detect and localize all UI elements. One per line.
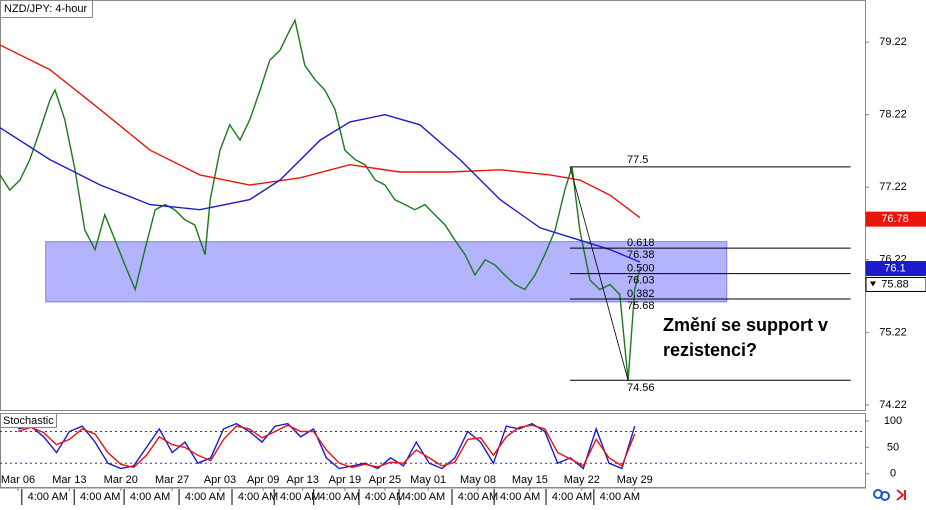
price-tag bbox=[865, 211, 926, 227]
price-tag-label: 76.78 bbox=[881, 213, 909, 225]
y-tick-label: 78.22 bbox=[879, 109, 907, 121]
annotation: Změní se support v bbox=[663, 315, 828, 335]
y-tick-label: 0 bbox=[890, 468, 896, 480]
series-line bbox=[0, 18, 641, 381]
x-time-label: 4:00 AM bbox=[280, 491, 320, 503]
x-tick-label: May 08 bbox=[460, 474, 496, 486]
x-tick-label: May 22 bbox=[564, 474, 600, 486]
y-tick-label: 74.22 bbox=[879, 399, 907, 411]
y-tick-label: 50 bbox=[887, 441, 899, 453]
fib-level-price: 75.68 bbox=[627, 300, 655, 312]
y-tick-label: 75.22 bbox=[879, 326, 907, 338]
fib-level-price: 76.03 bbox=[627, 274, 655, 286]
x-time-label: 4:00 AM bbox=[320, 491, 360, 503]
series-line bbox=[17, 424, 636, 469]
x-tick-label: Apr 25 bbox=[369, 474, 401, 486]
x-tick-label: Apr 09 bbox=[247, 474, 279, 486]
title-box bbox=[0, 0, 93, 18]
fib-price-label: 74.56 bbox=[627, 382, 655, 394]
stoch-title-box bbox=[0, 413, 57, 428]
x-time-label: 4:00 AM bbox=[130, 491, 170, 503]
y-tick-label: 79.22 bbox=[879, 36, 907, 48]
fib-ratio: 0.382 bbox=[627, 288, 655, 300]
stoch-title: Stochastic bbox=[3, 415, 54, 427]
x-time-label: 4:00 AM bbox=[238, 491, 278, 503]
fib-ratio: 0.500 bbox=[627, 262, 655, 274]
y-tick-label: 100 bbox=[884, 415, 902, 427]
x-tick-label: Mar 27 bbox=[155, 474, 189, 486]
x-tick-label: Apr 03 bbox=[204, 474, 236, 486]
fib-level-price: 76.38 bbox=[627, 249, 655, 261]
x-tick-label: May 15 bbox=[512, 474, 548, 486]
x-tick-label: Mar 13 bbox=[52, 474, 86, 486]
x-tick-label: Apr 19 bbox=[329, 474, 361, 486]
goto-arrow bbox=[896, 489, 906, 501]
x-time-label: 4:00 AM bbox=[365, 491, 405, 503]
fib-price-label: 77.5 bbox=[627, 154, 648, 166]
price-tag-label: 76.1 bbox=[884, 262, 905, 274]
price-tag bbox=[865, 276, 926, 292]
x-tick-label: May 01 bbox=[410, 474, 446, 486]
goto-icon[interactable] bbox=[896, 489, 906, 501]
x-tick-label: Apr 13 bbox=[287, 474, 319, 486]
main-frame bbox=[0, 0, 866, 411]
x-tick-label: May 29 bbox=[617, 474, 653, 486]
x-time-label: 4:00 AM bbox=[600, 491, 640, 503]
fib-ratio: 0.618 bbox=[627, 237, 655, 249]
series-line bbox=[17, 422, 636, 470]
support-zone bbox=[45, 241, 728, 303]
x-time-label: 4:00 AM bbox=[185, 491, 225, 503]
chart-title: NZD/JPY: 4-hour bbox=[4, 3, 87, 15]
x-time-label: 4:00 AM bbox=[28, 491, 68, 503]
y-tick-label: 77.22 bbox=[879, 181, 907, 193]
series-line bbox=[0, 44, 641, 219]
price-arrow bbox=[870, 281, 876, 287]
x-tick-label: Mar 20 bbox=[104, 474, 138, 486]
price-tag-label: 75.88 bbox=[881, 278, 909, 290]
x-time-label: 4:00 AM bbox=[552, 491, 592, 503]
link-icon[interactable] bbox=[873, 489, 890, 501]
annotation: rezistenci? bbox=[663, 340, 757, 360]
x-tick-label: Mar 06 bbox=[1, 474, 35, 486]
x-time-label: 4:00 AM bbox=[458, 491, 498, 503]
link-ring bbox=[880, 491, 890, 501]
x-time-label: 4:00 AM bbox=[80, 491, 120, 503]
x-time-label: 4:00 AM bbox=[405, 491, 445, 503]
price-tag bbox=[865, 260, 926, 276]
series-line bbox=[0, 113, 641, 263]
x-time-label: 4:00 AM bbox=[500, 491, 540, 503]
